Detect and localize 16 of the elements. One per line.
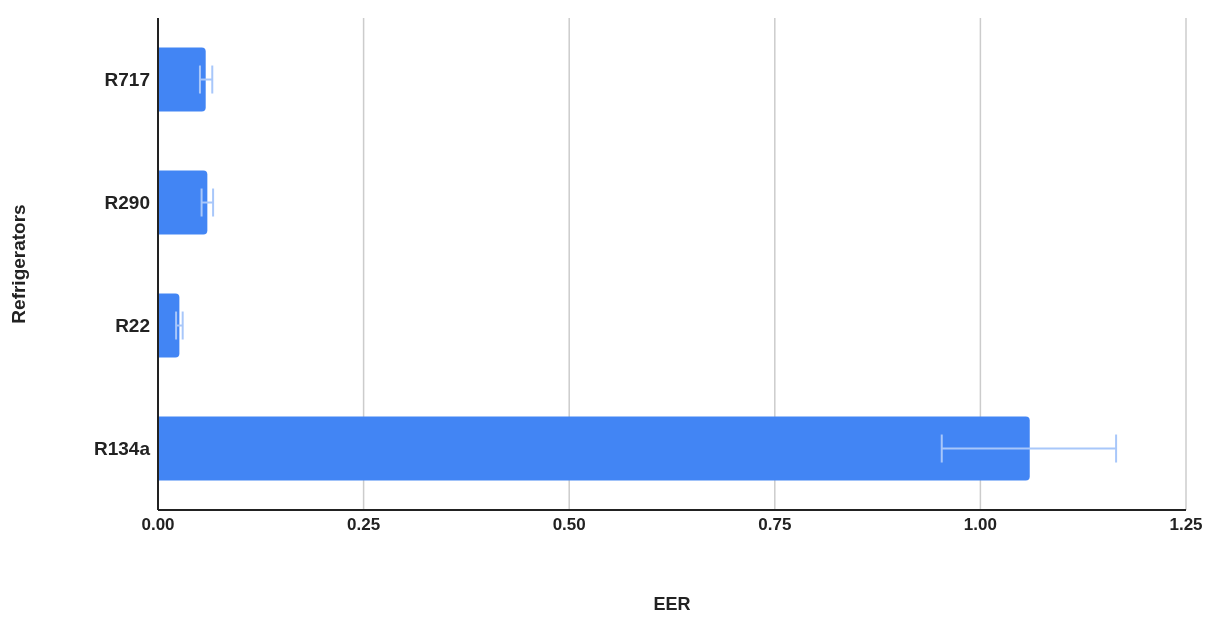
- x-tick-label: 1.25: [1169, 515, 1203, 535]
- x-tick-label: 0.25: [347, 515, 381, 535]
- x-tick-label: 0.75: [758, 515, 792, 535]
- bar: [158, 170, 208, 235]
- bar: [158, 293, 180, 358]
- y-tick-label: R134a: [94, 438, 151, 460]
- bar: [158, 416, 1030, 481]
- x-tick-label: 0.00: [141, 515, 175, 535]
- y-tick-label: R290: [104, 192, 150, 214]
- y-axis-title: Refrigerators: [7, 204, 29, 324]
- y-tick-label: R717: [104, 69, 150, 91]
- bar: [158, 47, 206, 112]
- x-tick-label: 0.50: [552, 515, 586, 535]
- y-tick-label: R22: [115, 315, 150, 337]
- x-tick-label: 1.00: [963, 515, 997, 535]
- x-axis-title: EER: [653, 594, 691, 614]
